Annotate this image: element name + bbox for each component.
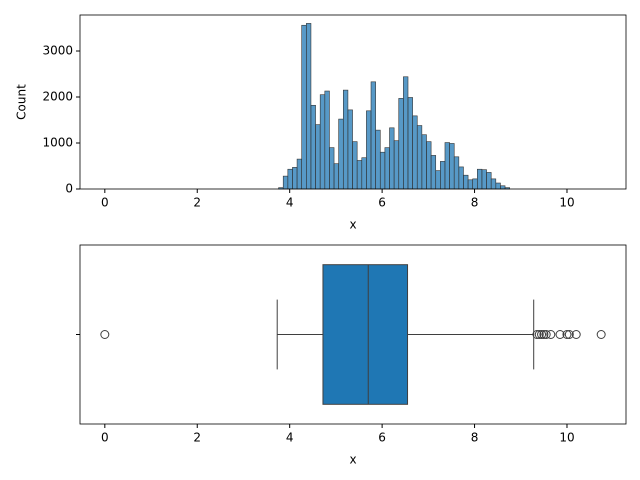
bar — [389, 127, 395, 190]
bar — [490, 178, 497, 190]
bar — [403, 76, 409, 190]
bar — [366, 110, 372, 190]
bar — [370, 81, 376, 190]
bar — [319, 94, 326, 190]
flier — [100, 330, 110, 339]
x-tick-label: 8 — [471, 431, 479, 445]
bar — [352, 141, 358, 190]
bar — [440, 161, 446, 190]
bar — [356, 160, 363, 190]
x-tick-label: 10 — [559, 431, 574, 445]
bar — [338, 118, 344, 190]
bar — [481, 169, 487, 190]
bar — [315, 124, 321, 190]
bar — [430, 155, 437, 190]
bar — [324, 90, 330, 190]
x-axis-label: x — [349, 218, 356, 232]
bar — [453, 156, 460, 190]
x-tick-label: 0 — [101, 196, 109, 210]
axes-frame — [79, 14, 627, 190]
bar — [472, 178, 478, 190]
flier — [564, 330, 574, 339]
y-tick-label: 2000 — [42, 90, 73, 104]
x-tick-label: 4 — [286, 431, 294, 445]
flier — [537, 330, 547, 339]
bar — [301, 24, 307, 190]
bar — [412, 115, 418, 190]
y-axis-label: Count — [15, 84, 29, 120]
bar — [463, 174, 469, 190]
bar — [347, 109, 353, 190]
bar — [477, 168, 483, 190]
bar — [310, 104, 316, 190]
bar — [282, 175, 289, 190]
x-tick-label: 6 — [378, 196, 386, 210]
box — [322, 264, 409, 405]
x-axis-label: x — [349, 453, 356, 467]
flier — [571, 330, 581, 339]
flier — [562, 330, 572, 339]
flier — [534, 330, 544, 339]
x-tick-label: 0 — [101, 431, 109, 445]
bar — [333, 163, 339, 190]
x-tick-label: 6 — [378, 431, 386, 445]
bar — [421, 134, 427, 190]
bar — [361, 157, 367, 190]
flier — [539, 330, 549, 339]
bar — [449, 143, 455, 190]
bar — [296, 158, 302, 190]
y-tick-label: 0 — [65, 182, 73, 196]
bar — [435, 170, 441, 190]
x-tick-label: 8 — [471, 196, 479, 210]
bar — [398, 98, 404, 190]
bar — [426, 141, 432, 190]
bar — [375, 129, 381, 190]
bar — [407, 97, 413, 190]
y-tick-label: 1000 — [42, 136, 73, 150]
flier — [546, 330, 556, 339]
bar — [379, 151, 386, 190]
bar — [467, 179, 474, 190]
axes-frame — [79, 244, 627, 425]
bar — [495, 182, 501, 190]
flier — [596, 330, 606, 339]
x-tick-label: 2 — [193, 196, 201, 210]
bar — [444, 142, 450, 190]
bar — [416, 125, 423, 190]
flier — [532, 330, 542, 339]
bar — [384, 147, 390, 190]
x-tick-label: 10 — [559, 196, 574, 210]
bar — [342, 89, 349, 190]
bar — [329, 147, 335, 190]
bar — [287, 168, 293, 190]
flier — [555, 330, 565, 339]
flier — [541, 330, 551, 339]
bar — [500, 185, 506, 190]
y-tick-label: 3000 — [42, 44, 73, 58]
bar — [458, 166, 464, 190]
bar — [306, 23, 312, 190]
bar — [292, 167, 298, 190]
bar — [393, 140, 400, 190]
x-tick-label: 2 — [193, 431, 201, 445]
bar — [486, 172, 492, 190]
x-tick-label: 4 — [286, 196, 294, 210]
